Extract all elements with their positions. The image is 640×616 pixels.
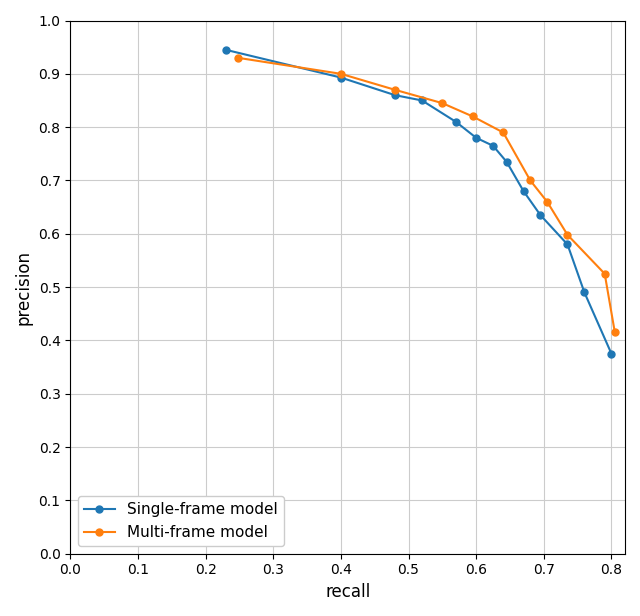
- Single-frame model: [337, 74, 345, 81]
- Single-frame model: [472, 134, 480, 142]
- Multi-frame model: [337, 70, 345, 78]
- Line: Single-frame model: Single-frame model: [222, 46, 615, 357]
- Single-frame model: [222, 46, 230, 54]
- Single-frame model: [520, 187, 527, 195]
- Single-frame model: [391, 91, 399, 99]
- Multi-frame model: [611, 329, 619, 336]
- Multi-frame model: [234, 54, 242, 62]
- Multi-frame model: [543, 198, 551, 206]
- Multi-frame model: [469, 113, 477, 120]
- Y-axis label: precision: precision: [15, 249, 33, 325]
- Multi-frame model: [564, 231, 572, 238]
- Legend: Single-frame model, Multi-frame model: Single-frame model, Multi-frame model: [78, 496, 284, 546]
- Multi-frame model: [499, 129, 507, 136]
- Single-frame model: [564, 241, 572, 248]
- Single-frame model: [489, 142, 497, 150]
- X-axis label: recall: recall: [325, 583, 371, 601]
- Single-frame model: [418, 97, 426, 104]
- Multi-frame model: [438, 99, 446, 107]
- Multi-frame model: [601, 270, 609, 277]
- Single-frame model: [503, 158, 511, 166]
- Single-frame model: [607, 350, 615, 357]
- Single-frame model: [452, 118, 460, 126]
- Multi-frame model: [527, 177, 534, 184]
- Line: Multi-frame model: Multi-frame model: [235, 54, 618, 336]
- Multi-frame model: [391, 86, 399, 94]
- Single-frame model: [536, 211, 544, 219]
- Single-frame model: [580, 289, 588, 296]
